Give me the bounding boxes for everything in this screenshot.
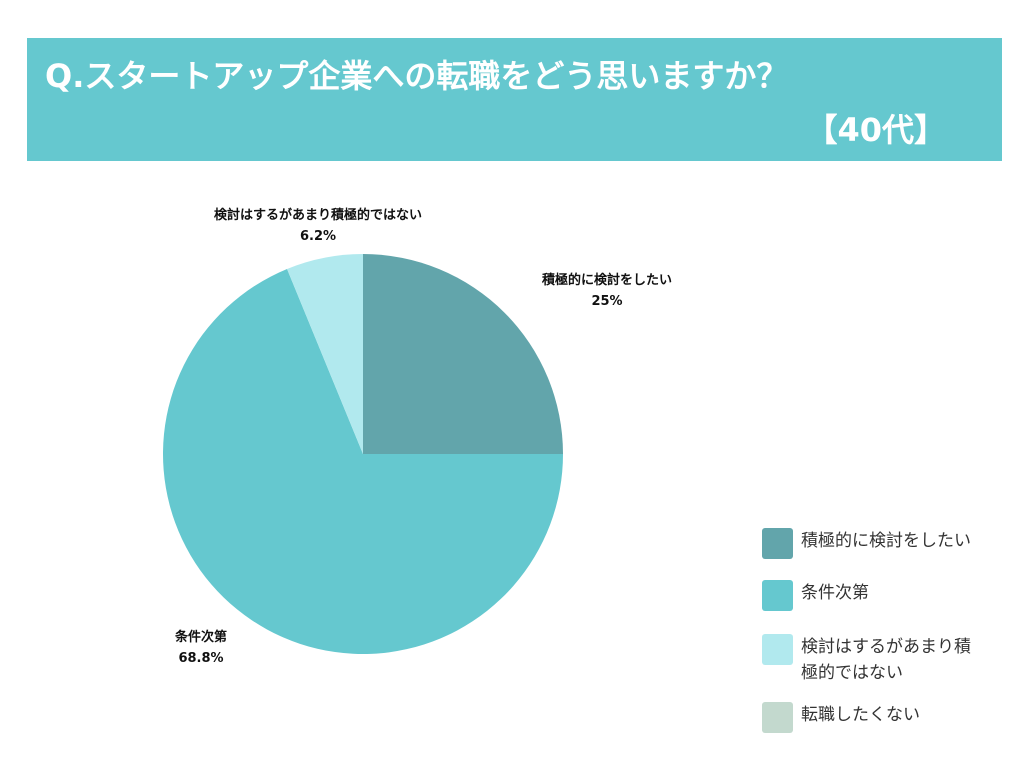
legend-item: 検討はするがあまり積極的ではない: [762, 634, 986, 686]
pie-slice: [287, 254, 363, 454]
pie-slice: [162, 268, 564, 654]
slice-value-label: 25%: [591, 294, 622, 309]
legend-item: 積極的に検討をしたい: [762, 528, 1001, 559]
legend-swatch: [762, 702, 793, 733]
legend-label: 積極的に検討をしたい: [801, 531, 971, 551]
legend-label: 条件次第: [801, 583, 869, 603]
slice-category-label: 検討はするがあまり積極的ではない: [214, 207, 422, 223]
legend-label: 検討はするがあまり積極的ではない: [801, 637, 971, 683]
pie-slice: [363, 254, 563, 454]
title-banner: Q.スタートアップ企業への転職をどう思いますか？ 【40代】: [27, 38, 1002, 161]
legend-swatch: [762, 580, 793, 611]
slice-category-label: 条件次第: [175, 629, 227, 645]
legend-item: 転職したくない: [762, 702, 1001, 733]
legend-swatch: [762, 634, 793, 665]
legend-item: 条件次第: [762, 580, 1001, 611]
slice-category-label: 積極的に検討をしたい: [541, 272, 672, 288]
chart-subtitle: 【40代】: [805, 111, 946, 149]
slice-value-label: 68.8%: [178, 651, 223, 666]
legend-label: 転職したくない: [801, 705, 920, 725]
slice-value-label: 6.2%: [300, 229, 336, 244]
chart-title: Q.スタートアップ企業への転職をどう思いますか？: [45, 57, 789, 95]
legend-swatch: [762, 528, 793, 559]
